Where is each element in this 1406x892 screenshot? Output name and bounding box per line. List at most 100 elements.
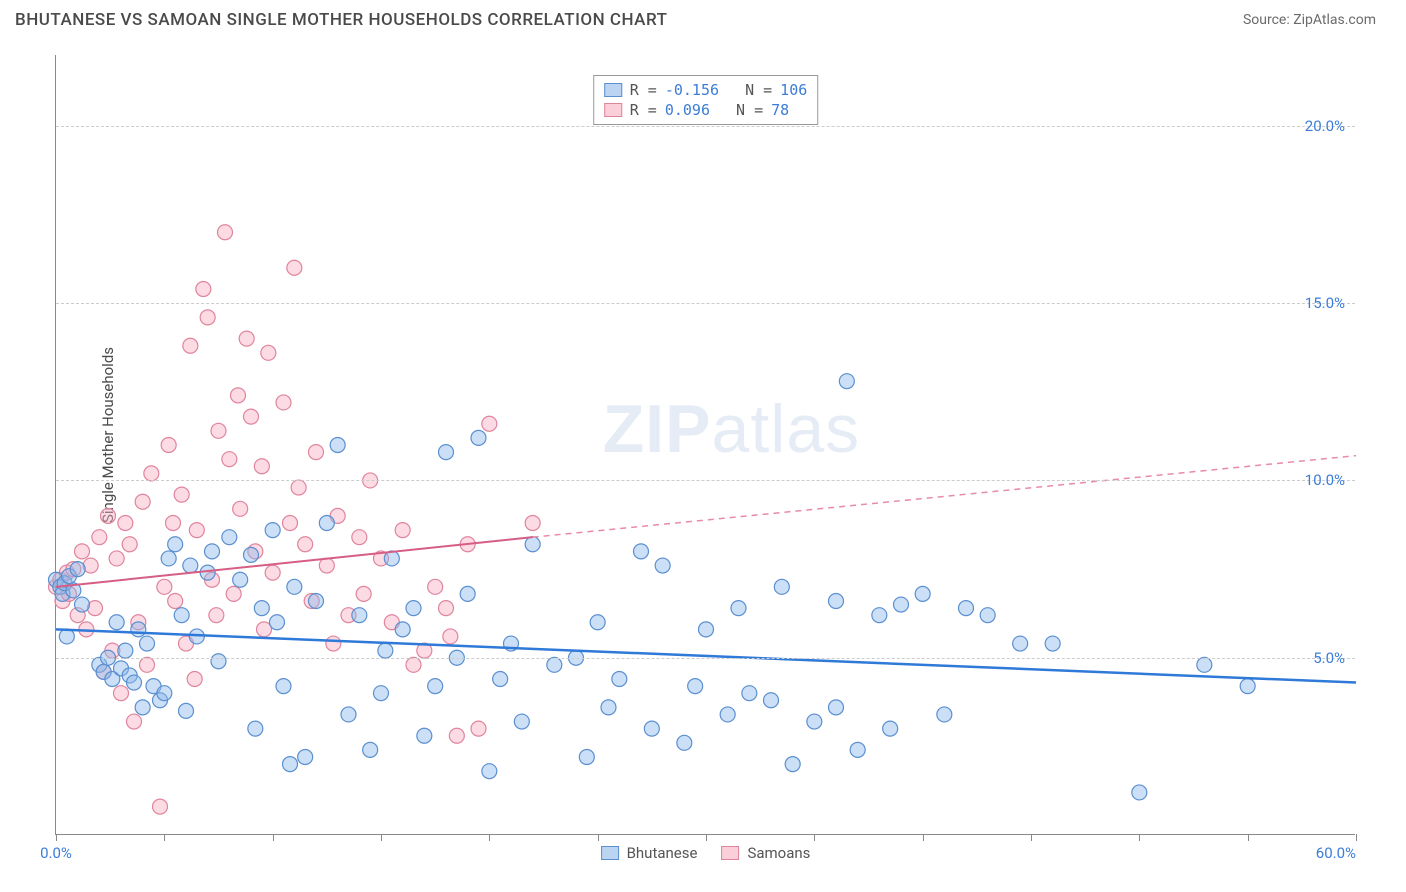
scatter-point <box>688 679 703 694</box>
scatter-point <box>127 714 142 729</box>
grid-line <box>56 480 1355 481</box>
scatter-svg <box>56 55 1355 834</box>
scatter-point <box>915 586 930 601</box>
scatter-point <box>1240 679 1255 694</box>
scatter-point <box>764 693 779 708</box>
scatter-point <box>168 537 183 552</box>
scatter-point <box>439 601 454 616</box>
scatter-point <box>319 558 334 573</box>
scatter-point <box>92 530 107 545</box>
legend-swatch-icon <box>604 83 622 97</box>
scatter-point <box>482 416 497 431</box>
legend-label: Bhutanese <box>627 844 698 862</box>
scatter-point <box>140 657 155 672</box>
scatter-point <box>352 608 367 623</box>
y-tick-label: 20.0% <box>1305 117 1345 135</box>
scatter-point <box>291 480 306 495</box>
legend-label: Samoans <box>747 844 810 862</box>
scatter-point <box>807 714 822 729</box>
scatter-point <box>677 735 692 750</box>
scatter-point <box>200 310 215 325</box>
legend-bottom: Bhutanese Samoans <box>601 844 811 862</box>
scatter-point <box>265 565 280 580</box>
scatter-point <box>211 654 226 669</box>
scatter-point <box>428 679 443 694</box>
scatter-point <box>829 700 844 715</box>
x-tick <box>1356 834 1357 841</box>
scatter-point <box>248 721 263 736</box>
scatter-point <box>218 225 233 240</box>
scatter-point <box>244 547 259 562</box>
x-tick <box>706 834 707 841</box>
scatter-point <box>525 537 540 552</box>
scatter-point <box>254 601 269 616</box>
scatter-point <box>168 594 183 609</box>
scatter-point <box>166 516 181 531</box>
scatter-point <box>270 615 285 630</box>
legend-stat-label: R = <box>630 101 657 119</box>
legend-r-value: 0.096 <box>665 101 710 119</box>
legend-swatch-icon <box>601 846 619 860</box>
scatter-point <box>209 608 224 623</box>
y-tick-label: 5.0% <box>1313 649 1345 667</box>
scatter-point <box>356 586 371 601</box>
scatter-point <box>471 430 486 445</box>
scatter-point <box>118 643 133 658</box>
chart-container: Single Mother Households R =-0.156 N =10… <box>15 35 1375 835</box>
scatter-point <box>309 445 324 460</box>
scatter-point <box>374 686 389 701</box>
scatter-point <box>839 374 854 389</box>
scatter-point <box>183 558 198 573</box>
scatter-point <box>449 728 464 743</box>
scatter-point <box>590 615 605 630</box>
scatter-point <box>261 345 276 360</box>
scatter-point <box>547 657 562 672</box>
scatter-point <box>443 629 458 644</box>
scatter-point <box>493 672 508 687</box>
scatter-point <box>205 544 220 559</box>
scatter-point <box>114 686 129 701</box>
scatter-point <box>183 338 198 353</box>
scatter-point <box>283 516 298 531</box>
scatter-point <box>135 700 150 715</box>
scatter-point <box>352 530 367 545</box>
scatter-point <box>276 679 291 694</box>
scatter-point <box>980 608 995 623</box>
scatter-point <box>118 516 133 531</box>
scatter-point <box>363 742 378 757</box>
scatter-point <box>226 586 241 601</box>
scatter-point <box>211 423 226 438</box>
scatter-point <box>872 608 887 623</box>
legend-n-value: 106 <box>780 81 807 99</box>
scatter-point <box>428 579 443 594</box>
x-tick <box>1139 834 1140 841</box>
scatter-point <box>1197 657 1212 672</box>
scatter-point <box>742 686 757 701</box>
trend-line <box>533 456 1356 538</box>
scatter-point <box>287 260 302 275</box>
scatter-point <box>109 615 124 630</box>
x-tick <box>1031 834 1032 841</box>
scatter-point <box>309 594 324 609</box>
legend-row: R =-0.156 N =106 <box>604 80 808 100</box>
scatter-point <box>319 516 334 531</box>
legend-row: R = 0.096 N = 78 <box>604 100 808 120</box>
scatter-point <box>70 562 85 577</box>
scatter-point <box>699 622 714 637</box>
scatter-point <box>406 601 421 616</box>
scatter-point <box>222 530 237 545</box>
scatter-point <box>244 409 259 424</box>
scatter-point <box>254 459 269 474</box>
scatter-point <box>850 742 865 757</box>
scatter-point <box>276 395 291 410</box>
scatter-point <box>265 523 280 538</box>
scatter-point <box>75 597 90 612</box>
scatter-point <box>341 707 356 722</box>
scatter-point <box>525 516 540 531</box>
scatter-point <box>135 494 150 509</box>
scatter-point <box>298 537 313 552</box>
scatter-point <box>612 672 627 687</box>
x-tick <box>381 834 382 841</box>
scatter-point <box>439 445 454 460</box>
legend-swatch-icon <box>604 103 622 117</box>
